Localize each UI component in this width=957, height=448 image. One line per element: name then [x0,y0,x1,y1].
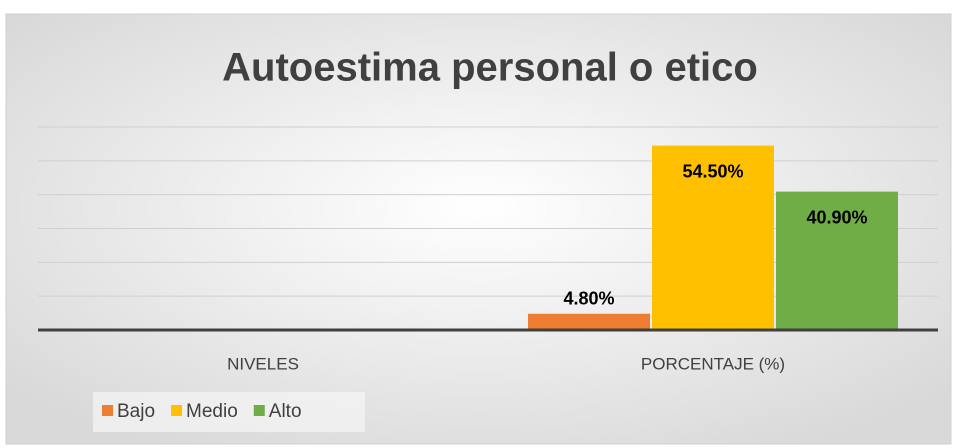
data-label: 4.80% [563,289,614,309]
bar [528,313,650,330]
bar [652,145,774,330]
legend-swatch [253,405,265,416]
x-tick-label: PORCENTAJE (%) [641,354,785,373]
legend-label: Bajo [117,401,155,422]
legend-swatch [102,405,113,416]
data-label: 40.90% [806,207,867,227]
data-label: 54.50% [682,161,743,181]
bar [776,191,898,330]
legend-box [93,392,365,432]
legend-swatch [171,405,183,416]
legend-label: Alto [269,401,302,422]
x-tick-label: NIVELES [227,354,299,373]
legend-label: Medio [186,401,238,422]
chart-title: Autoestima personal o etico [222,46,758,90]
